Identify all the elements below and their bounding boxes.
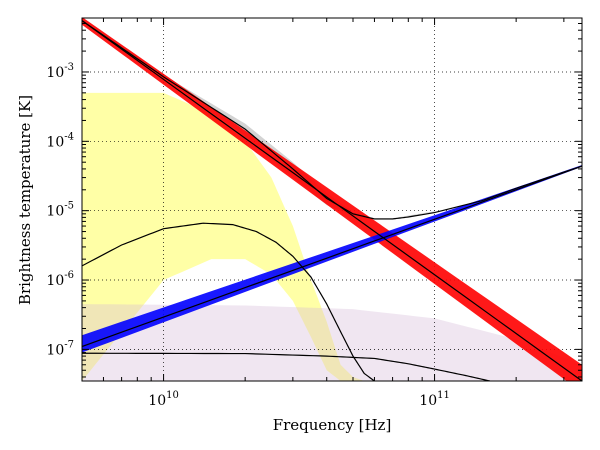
axis-ticks <box>81 17 582 381</box>
tick-labels: 1010 1011 10-7 10-6 10-5 10-4 10-3 <box>46 62 449 409</box>
x-tick-label-1: 1011 <box>419 390 450 409</box>
series-line-5 <box>82 222 375 381</box>
plot-frame <box>81 17 583 382</box>
uncertainty-bands <box>82 18 582 381</box>
x-axis-label: Frequency [Hz] <box>273 416 392 434</box>
uncertainty-band-0 <box>82 92 365 381</box>
series-line-6 <box>82 352 491 381</box>
series-band-1 <box>82 165 582 353</box>
uncertainty-band-1 <box>82 304 582 381</box>
data-series <box>82 18 582 381</box>
y-tick-label-0: 10-7 <box>46 339 74 358</box>
y-tick-label-1: 10-6 <box>46 270 74 289</box>
series-line-4 <box>82 20 582 220</box>
x-tick-label-0: 1010 <box>148 390 179 409</box>
y-tick-label-4: 10-3 <box>46 62 74 81</box>
series-line-3 <box>82 165 582 348</box>
series-line-2 <box>82 20 582 381</box>
y-tick-label-2: 10-5 <box>46 201 74 220</box>
y-tick-label-3: 10-4 <box>46 131 74 150</box>
y-axis-label: Brightness temperature [K] <box>16 95 34 305</box>
